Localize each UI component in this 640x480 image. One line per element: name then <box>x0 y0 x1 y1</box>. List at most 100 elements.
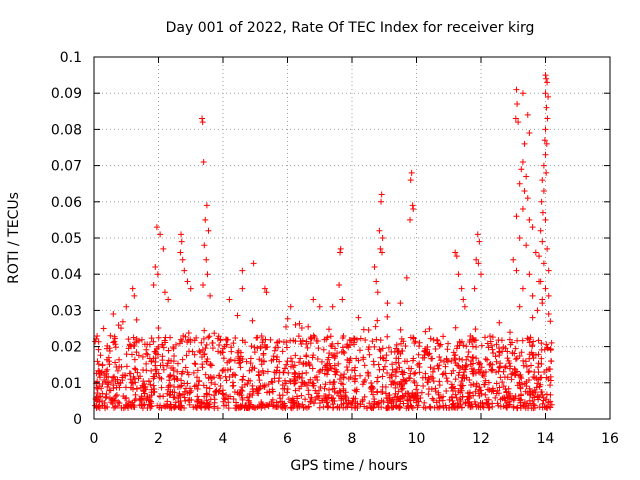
data-point <box>259 336 266 343</box>
data-point <box>370 385 377 392</box>
data-point <box>407 334 414 341</box>
data-point <box>212 381 219 388</box>
data-point <box>536 403 543 410</box>
data-point <box>367 403 374 410</box>
data-point <box>496 349 503 356</box>
chart-title: Day 001 of 2022, Rate Of TEC Index for r… <box>166 20 535 36</box>
data-point <box>230 340 237 347</box>
data-point <box>289 358 296 365</box>
data-point <box>525 405 532 412</box>
data-point <box>107 387 114 394</box>
data-point <box>131 292 138 299</box>
data-point <box>174 368 181 375</box>
data-point <box>342 404 349 411</box>
data-point <box>177 336 184 343</box>
data-point <box>545 267 552 274</box>
data-point <box>299 379 306 386</box>
data-point <box>502 345 509 352</box>
data-point <box>430 378 437 385</box>
data-point <box>426 325 433 332</box>
data-point <box>253 334 260 341</box>
data-point <box>543 341 550 348</box>
data-point <box>320 346 327 353</box>
data-point <box>140 378 147 385</box>
data-point <box>298 325 305 332</box>
data-point <box>199 119 206 126</box>
data-point <box>523 363 530 370</box>
data-point <box>457 339 464 346</box>
data-point <box>199 364 206 371</box>
data-point <box>393 365 400 372</box>
data-point <box>530 401 537 408</box>
data-point <box>127 401 134 408</box>
data-point <box>230 396 237 403</box>
data-point <box>178 231 185 238</box>
data-point <box>452 324 459 331</box>
data-point <box>400 400 407 407</box>
data-point <box>334 340 341 347</box>
data-point <box>445 340 452 347</box>
data-point <box>420 404 427 411</box>
data-point <box>203 202 210 209</box>
data-point <box>494 387 501 394</box>
data-point <box>535 337 542 344</box>
data-point <box>374 378 381 385</box>
data-point <box>436 403 443 410</box>
data-point <box>339 344 346 351</box>
data-point <box>227 393 234 400</box>
data-point <box>139 353 146 360</box>
data-point <box>201 327 208 334</box>
data-point <box>526 339 533 346</box>
data-point <box>385 344 392 351</box>
data-point <box>191 360 198 367</box>
data-point <box>485 401 492 408</box>
data-point <box>276 392 283 399</box>
y-tick-label: 0.06 <box>51 195 82 211</box>
data-point <box>188 387 195 394</box>
data-point <box>461 366 468 373</box>
data-point <box>507 396 514 403</box>
data-point <box>239 377 246 384</box>
data-point <box>295 333 302 340</box>
data-point <box>310 296 317 303</box>
data-point <box>128 379 135 386</box>
data-point <box>474 231 481 238</box>
data-point <box>532 249 539 256</box>
data-point <box>160 245 167 252</box>
data-point <box>547 391 554 398</box>
data-point <box>524 111 531 118</box>
data-point <box>287 303 294 310</box>
data-point <box>542 216 549 223</box>
data-point <box>238 386 245 393</box>
data-point <box>536 394 543 401</box>
data-point <box>272 403 279 410</box>
data-point <box>341 371 348 378</box>
data-point <box>429 368 436 375</box>
data-point <box>519 337 526 344</box>
data-point <box>510 256 517 263</box>
data-point <box>479 401 486 408</box>
data-point <box>110 311 117 318</box>
data-point <box>281 377 288 384</box>
data-point <box>279 398 286 405</box>
data-point <box>283 344 290 351</box>
data-point <box>106 348 113 355</box>
data-point <box>172 399 179 406</box>
data-point <box>460 296 467 303</box>
data-point <box>375 404 382 411</box>
data-point <box>192 361 199 368</box>
data-point <box>228 348 235 355</box>
data-point <box>370 358 377 365</box>
y-tick-label: 0.04 <box>51 267 82 283</box>
data-point <box>118 363 125 370</box>
data-point <box>407 177 414 184</box>
data-point <box>147 381 154 388</box>
data-point <box>379 388 386 395</box>
data-point <box>433 336 440 343</box>
data-point <box>299 401 306 408</box>
data-point <box>125 336 132 343</box>
data-point <box>471 285 478 292</box>
data-point <box>303 360 310 367</box>
data-point <box>401 358 408 365</box>
data-point <box>309 354 316 361</box>
